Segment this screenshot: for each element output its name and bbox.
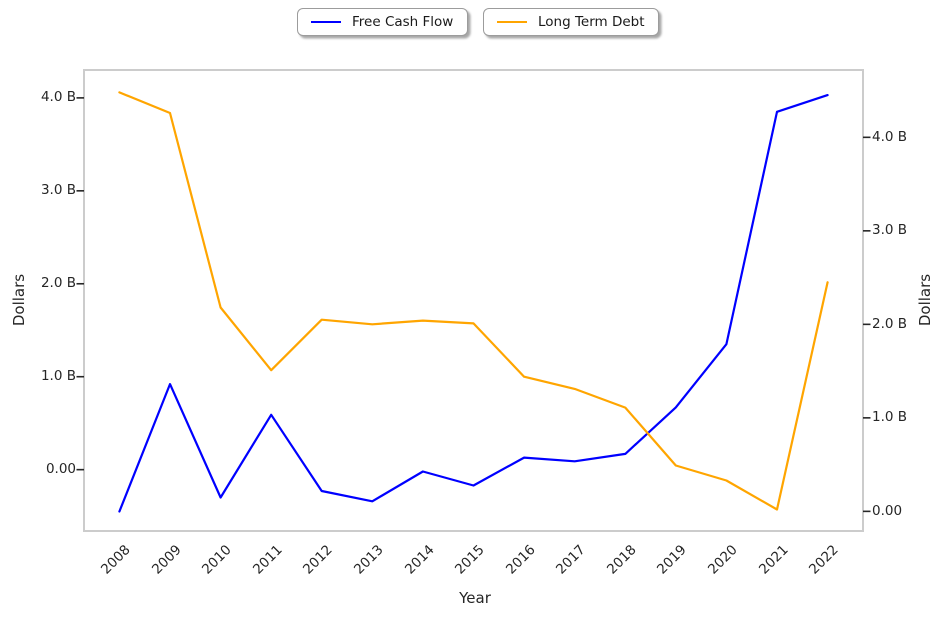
y-tick-label-right-2: 2.0 B [872, 315, 908, 332]
x-axis-label: Year [459, 589, 491, 607]
y-tick-label-right-3: 3.0 B [872, 222, 908, 239]
right-axis-label: Dollars [916, 273, 934, 327]
y-tick-label-left-4: 4.0 B [40, 89, 76, 106]
free-cash-flow-line-swatch [311, 21, 341, 23]
legend-free-cash-flow: Free Cash Flow [297, 8, 468, 36]
y-tick-label-left-1: 1.0 B [40, 368, 76, 385]
y-tick-label-left-3: 3.0 B [40, 182, 76, 199]
free-cash-flow-line [118, 93, 829, 513]
legend-label-free-cash-flow: Free Cash Flow [352, 14, 454, 30]
y-tick-label-left-0: 0.00 [45, 461, 76, 478]
plot-border [83, 69, 864, 532]
long-term-debt-line-swatch [497, 21, 527, 23]
legend-label-long-term-debt: Long Term Debt [538, 14, 645, 30]
legend-long-term-debt: Long Term Debt [483, 8, 659, 36]
y-tick-label-right-0: 0.00 [872, 502, 903, 519]
left-axis-label: Dollars [10, 273, 28, 327]
y-tick-label-right-1: 1.0 B [872, 409, 908, 426]
long-term-debt-line [118, 91, 829, 511]
y-tick-label-right-4: 4.0 B [872, 128, 908, 145]
y-tick-label-left-2: 2.0 B [40, 275, 76, 292]
